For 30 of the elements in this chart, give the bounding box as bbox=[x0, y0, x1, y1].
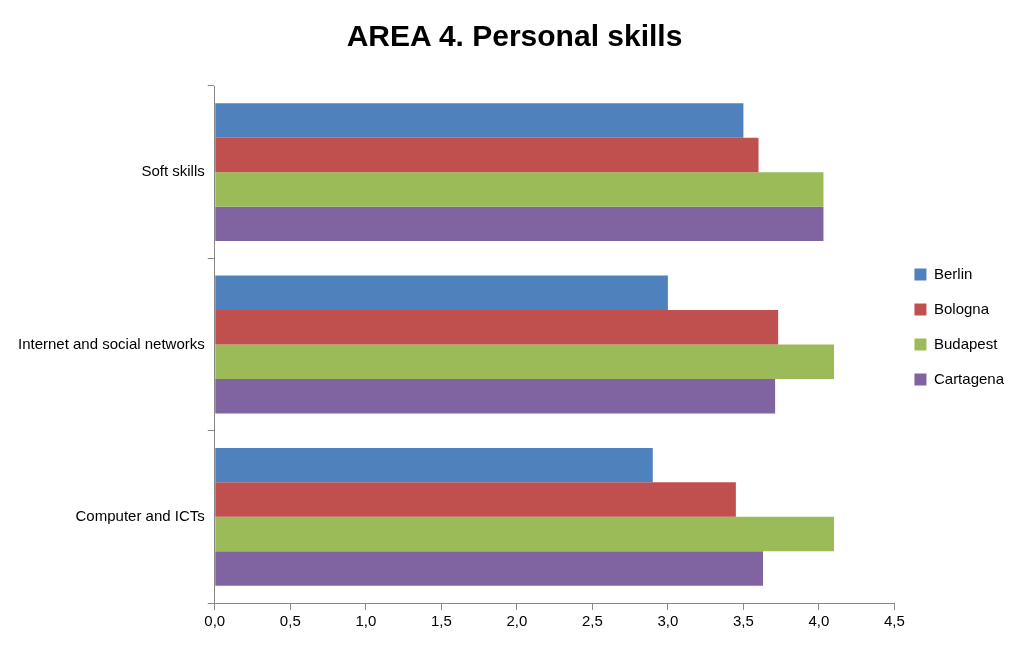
x-tick-label: 1,0 bbox=[355, 612, 377, 630]
bar bbox=[215, 103, 744, 138]
chart-title: AREA 4. Personal skills bbox=[346, 19, 683, 53]
x-tick-label: 3,5 bbox=[732, 612, 754, 630]
legend-label: Cartagena bbox=[933, 369, 1005, 387]
x-tick-label: 2,0 bbox=[506, 612, 528, 630]
legend-label: Bologna bbox=[933, 299, 990, 317]
y-tick-label: Computer and ICTs bbox=[75, 506, 205, 524]
bar bbox=[215, 206, 824, 242]
bar bbox=[215, 551, 764, 586]
bar bbox=[215, 516, 835, 552]
bar bbox=[215, 172, 824, 207]
legend-label: Berlin bbox=[933, 264, 973, 282]
y-tick-label: Soft skills bbox=[141, 162, 205, 180]
x-tick-label: 4,0 bbox=[808, 612, 830, 630]
bar bbox=[215, 310, 779, 345]
bar bbox=[215, 344, 835, 379]
x-tick-label: 0,0 bbox=[204, 612, 226, 630]
x-tick-label: 4,5 bbox=[884, 612, 905, 630]
x-tick-label: 0,5 bbox=[279, 612, 301, 630]
bar bbox=[215, 447, 653, 483]
bar bbox=[215, 378, 776, 414]
bar bbox=[215, 137, 759, 173]
legend-label: Budapest bbox=[933, 334, 999, 352]
bar bbox=[215, 275, 668, 311]
x-tick-label: 2,5 bbox=[581, 612, 603, 630]
bar bbox=[215, 482, 736, 517]
x-tick-label: 3,0 bbox=[657, 612, 679, 630]
y-tick-label: Internet and social networks bbox=[17, 334, 205, 352]
x-tick-label: 1,5 bbox=[430, 612, 452, 630]
